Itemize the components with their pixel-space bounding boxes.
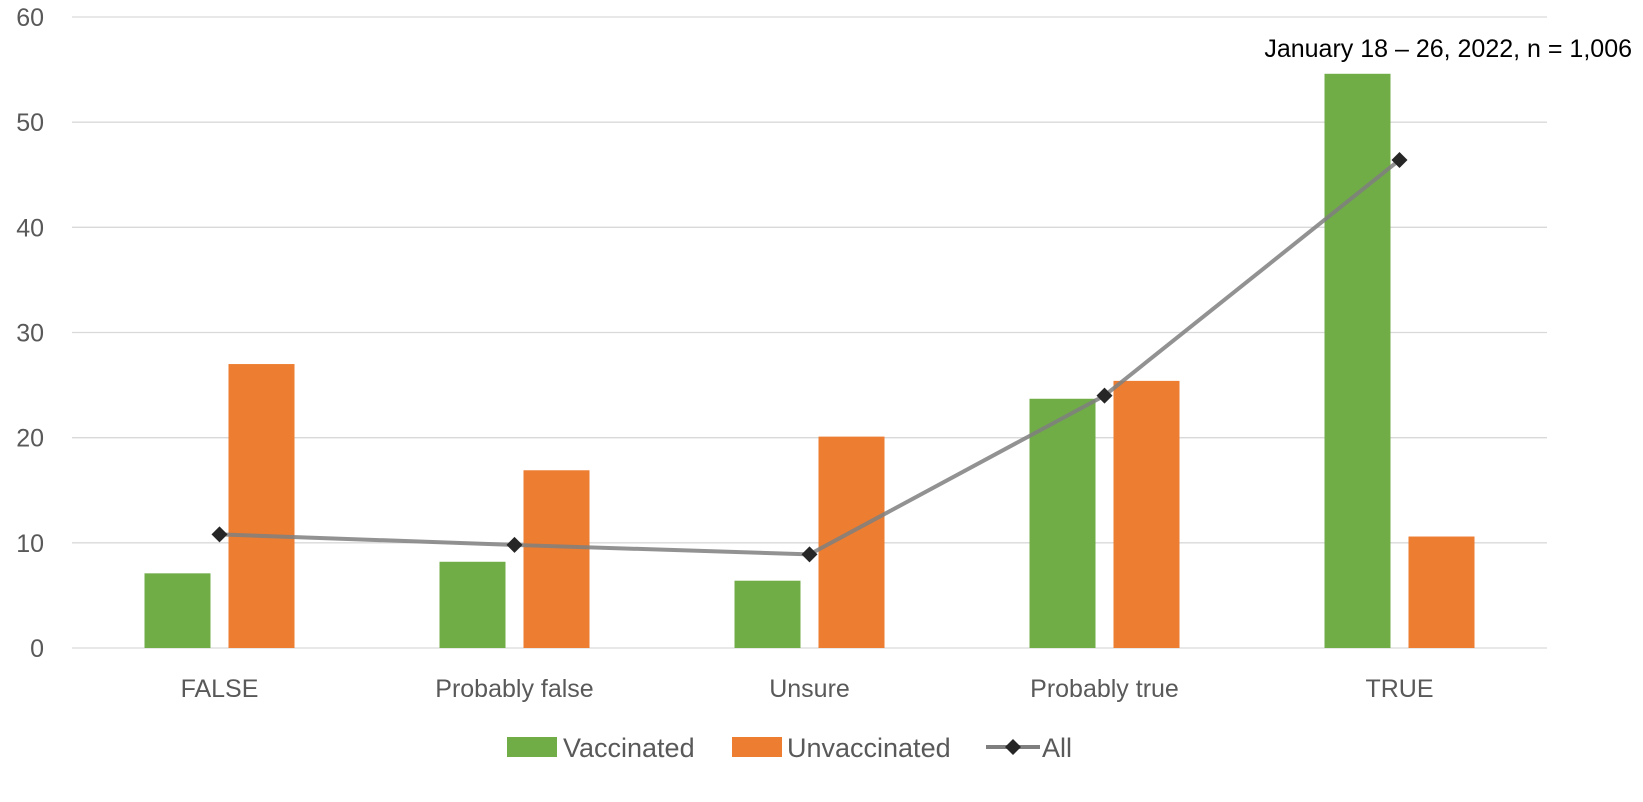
category-label: Unsure (769, 675, 850, 703)
category-label: TRUE (1365, 675, 1433, 703)
marker-all-1 (506, 536, 523, 553)
legend-label-vaccinated: Vaccinated (563, 733, 695, 763)
category-label: Probably true (1030, 675, 1179, 703)
gridlines (72, 16, 1547, 649)
all-series-line (211, 152, 1408, 563)
legend-label-unvaccinated: Unvaccinated (787, 733, 951, 763)
bar-unvaccinated-4 (1408, 536, 1475, 648)
bar-unvaccinated-1 (523, 470, 590, 648)
legend-label-all: All (1042, 733, 1072, 763)
bar-vaccinated-3 (1029, 398, 1096, 648)
y-tick-label: 50 (16, 109, 44, 137)
marker-all-3 (1096, 387, 1113, 404)
bar-vaccinated-2 (734, 580, 801, 648)
legend-swatch-vaccinated (507, 737, 557, 757)
bar-vaccinated-4 (1324, 73, 1391, 649)
y-tick-label: 60 (16, 4, 44, 32)
bar-vaccinated-1 (439, 561, 506, 648)
marker-all-2 (801, 546, 818, 563)
y-tick-label: 20 (16, 425, 44, 453)
y-tick-label: 40 (16, 214, 44, 242)
category-label: Probably false (435, 675, 593, 703)
marker-all-4 (1391, 152, 1408, 169)
bar-unvaccinated-0 (228, 364, 295, 648)
bar-unvaccinated-3 (1113, 380, 1180, 648)
marker-all-0 (211, 526, 228, 543)
line-all (219, 158, 1401, 557)
bars (144, 73, 1475, 649)
category-label: FALSE (181, 675, 259, 703)
legend: Vaccinated Unvaccinated All (507, 733, 1072, 763)
y-tick-label: 30 (16, 320, 44, 348)
x-axis-category-labels: FALSE Probably false Unsure Probably true TR… (181, 675, 1434, 703)
bar-vaccinated-0 (144, 573, 211, 648)
y-tick-label: 0 (30, 635, 44, 663)
legend-marker-all (1005, 739, 1021, 755)
legend-swatch-unvaccinated (732, 737, 782, 757)
survey-note: January 18 – 26, 2022, n = 1,006 (1264, 35, 1632, 63)
y-tick-label: 10 (16, 530, 44, 558)
y-axis-tick-labels: 0 10 20 30 40 50 60 (16, 4, 44, 663)
